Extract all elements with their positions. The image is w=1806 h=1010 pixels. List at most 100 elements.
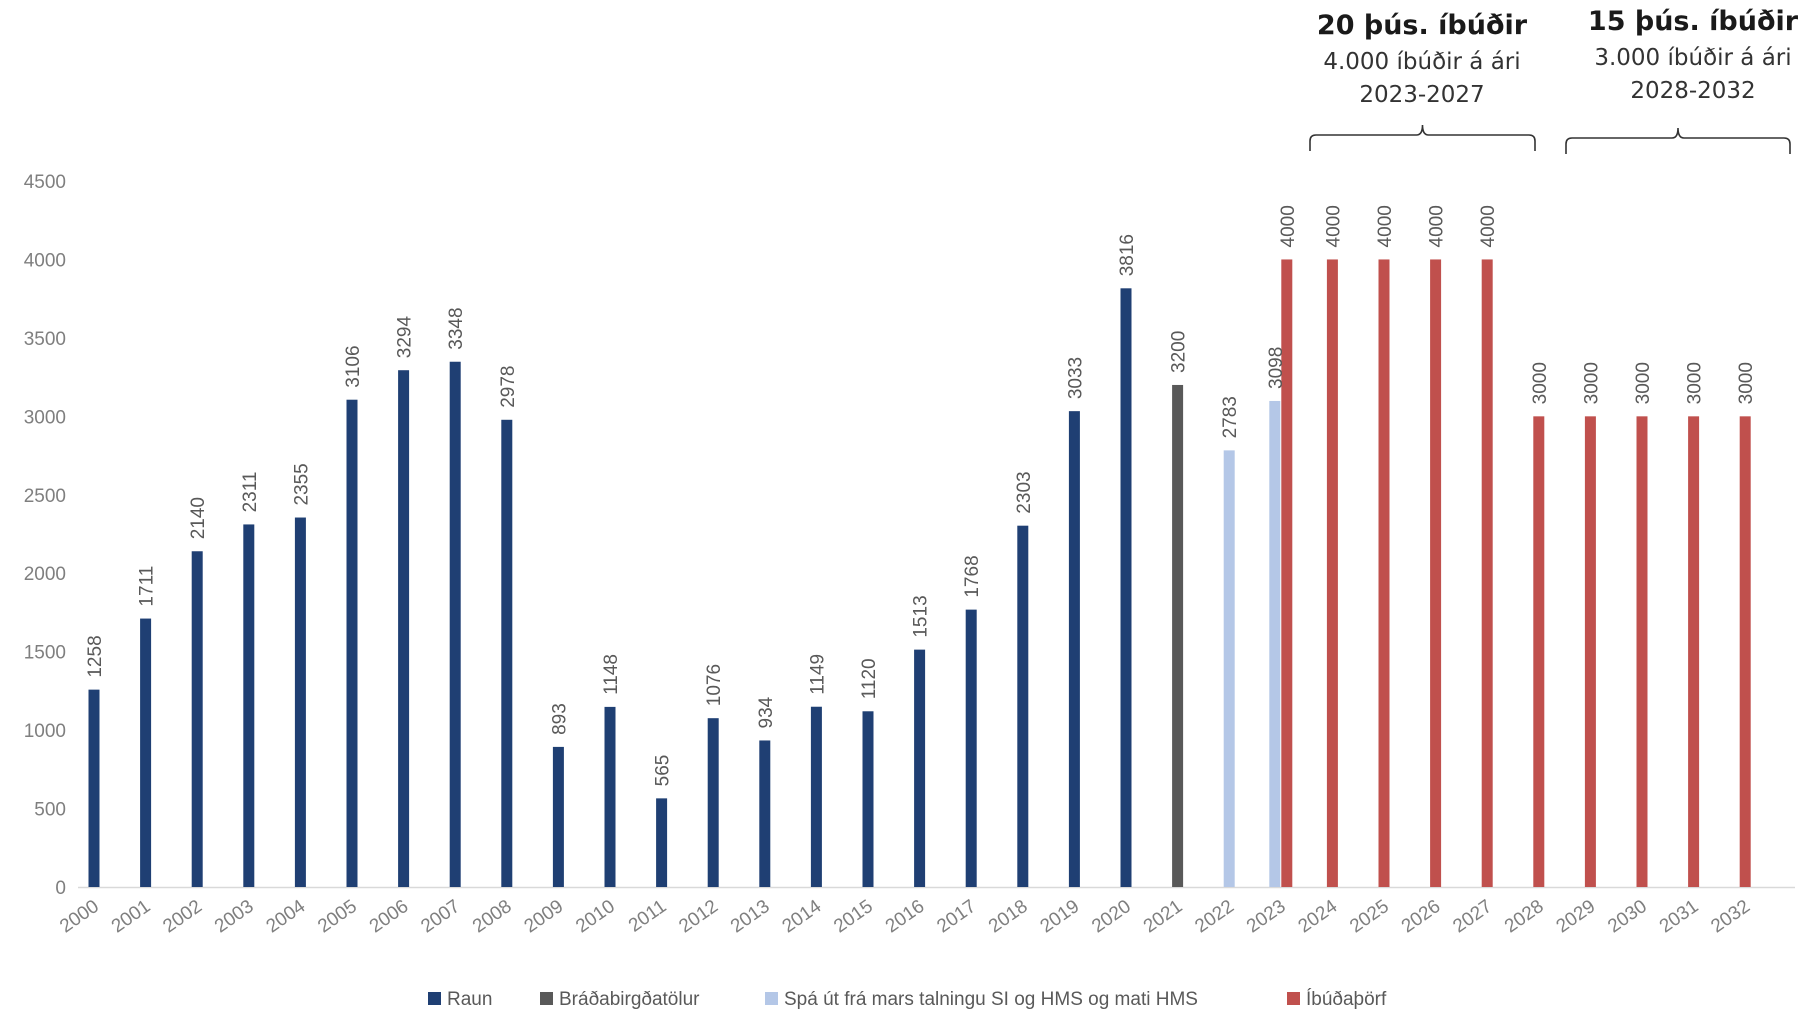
x-tick-label: 2025 [1346,896,1393,937]
data-label: 4000 [1278,205,1299,247]
y-tick-label: 500 [34,800,66,821]
y-tick-label: 3500 [24,329,66,350]
bar [1430,259,1442,887]
annotation-title: 15 þús. íbúðir [1588,6,1799,37]
annotation-subtitle: 3.000 íbúðir á ári [1594,45,1791,71]
data-labels: 1258 1711 2140 2311 2355 3106 3294 3348 2978 893 1… [85,205,1757,786]
bars [88,259,1751,888]
bar [88,689,100,887]
bar [1636,416,1648,887]
bar [346,399,358,887]
data-label: 3106 [343,345,364,387]
x-tick-label: 2015 [830,896,877,937]
bar [1172,384,1184,887]
y-tick-label: 3000 [24,407,66,428]
legend-item[interactable]: Íbúðaþörf [1287,989,1387,1010]
bar [1739,416,1751,887]
x-tick-label: 2004 [263,896,310,938]
bar [1223,450,1235,887]
bar [862,711,874,887]
x-tick-label: 2006 [366,896,413,937]
bar [552,746,564,887]
data-label: 3098 [1266,347,1287,389]
y-tick-label: 0 [55,878,66,899]
data-label: 3294 [395,316,416,359]
bar [1584,416,1596,887]
x-tick-label: 2021 [1140,896,1187,937]
legend-swatch [540,992,553,1005]
bar [1533,416,1545,887]
y-tick-label: 2000 [24,564,66,585]
x-tick-label: 2009 [521,896,568,937]
legend-label: Bráðabirgðatölur [559,989,700,1010]
x-tick-label: 2029 [1553,896,1600,937]
x-tick-label: 2014 [779,896,826,938]
bar [140,618,152,887]
x-tick-label: 2000 [56,896,103,937]
data-label: 1513 [911,595,932,637]
bar [965,609,977,887]
x-tick-label: 2001 [108,896,155,937]
x-tick-label: 2018 [985,896,1032,937]
bar [449,361,461,888]
bar [398,370,410,887]
bar [1269,400,1281,887]
y-tick-label: 1000 [24,721,66,742]
bar [810,706,822,887]
legend[interactable]: Raun Bráðabirgðatölur Spá út frá mars taln… [428,989,1387,1010]
bar [1281,259,1293,887]
x-tick-label: 2008 [469,896,516,937]
bar [1378,259,1390,887]
y-tick-label: 1500 [24,643,66,664]
data-label: 1120 [859,658,880,699]
annotation-period: 2028-2032 [1630,78,1755,104]
bar [1326,259,1338,887]
bar [1017,525,1029,887]
legend-item[interactable]: Spá út frá mars talningu SI og HMS og ma… [765,989,1198,1010]
bar [1068,411,1080,887]
data-label: 934 [756,696,777,728]
bar [759,740,771,887]
x-tick-label: 2031 [1656,896,1703,937]
x-tick-label: 2032 [1707,896,1754,937]
data-label: 3000 [1633,362,1654,404]
legend-swatch [765,992,778,1005]
x-tick-label: 2020 [1088,896,1135,937]
data-label: 3000 [1530,362,1551,404]
legend-swatch [1287,992,1300,1005]
legend-label: Spá út frá mars talningu SI og HMS og ma… [784,989,1198,1010]
data-label: 565 [653,755,674,787]
bar [191,551,203,887]
x-tick-label: 2019 [1037,896,1084,937]
data-label: 4000 [1375,205,1396,247]
x-tick-label: 2010 [572,896,619,937]
data-label: 2355 [291,463,312,505]
legend-swatch [428,992,441,1005]
x-tick-label: 2028 [1501,896,1548,937]
legend-label: Raun [447,989,492,1010]
annotation-brace [1565,127,1791,154]
data-label: 4000 [1427,205,1448,247]
x-tick-label: 2011 [625,896,671,937]
data-label: 2311 [240,472,261,513]
data-label: 3816 [1117,234,1138,276]
legend-item[interactable]: Raun [428,989,492,1010]
bar [1481,259,1493,887]
x-tick-label: 2003 [211,896,258,937]
legend-label: Íbúðaþörf [1306,989,1387,1010]
data-label: 1768 [962,555,983,597]
annotations: 20 þús. íbúðir 4.000 íbúðir á ári 2023-202… [1309,6,1799,154]
y-tick-label: 4000 [24,250,66,271]
data-label: 3000 [1736,362,1757,404]
data-label: 1148 [601,654,622,695]
data-label: 4000 [1323,205,1344,247]
data-label: 1258 [85,635,106,677]
bar [294,517,306,887]
legend-item[interactable]: Bráðabirgðatölur [540,989,700,1010]
data-label: 4000 [1478,205,1499,247]
x-tick-label: 2030 [1604,896,1651,937]
bar [1688,416,1700,887]
annotation-brace [1309,124,1536,151]
x-tick-label: 2024 [1295,896,1342,938]
